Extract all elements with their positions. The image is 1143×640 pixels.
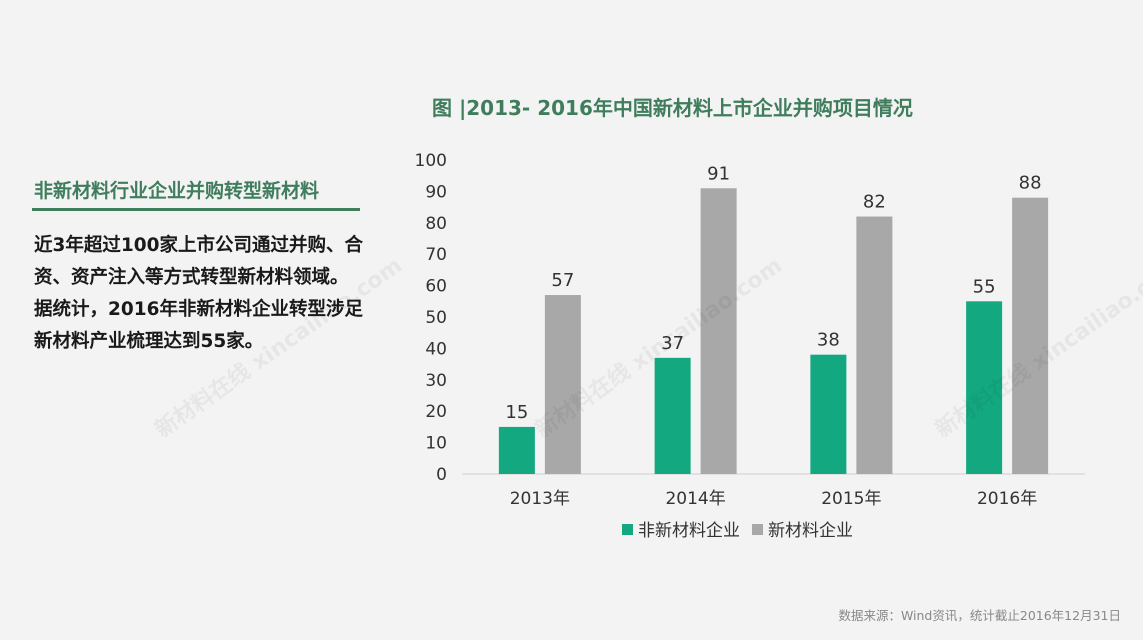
x-tick-label: 2015年 [821,489,881,509]
y-tick-label: 30 [425,371,447,391]
y-tick-label: 0 [436,465,447,485]
bar [544,295,581,474]
data-label: 88 [1019,173,1042,194]
bar [700,188,737,474]
bar [966,301,1003,474]
data-label: 82 [863,192,886,213]
y-tick-label: 10 [425,434,447,454]
y-tick-label: 20 [425,402,447,422]
legend-swatch [752,524,763,535]
y-tick-label: 90 [425,182,447,202]
y-tick-label: 50 [425,308,447,328]
y-tick-label: 40 [425,339,447,359]
data-label: 37 [661,333,684,354]
y-tick-label: 100 [415,151,447,171]
legend-swatch [622,524,633,535]
y-tick-label: 70 [425,245,447,265]
heading-divider [32,208,360,211]
legend-label: 新材料企业 [768,521,853,541]
x-tick-label: 2016年 [977,489,1037,509]
chart-title: 图 |2013- 2016年中国新材料上市企业并购项目情况 [432,96,913,120]
bar [810,354,847,474]
data-label: 15 [505,402,528,423]
bar [498,426,535,474]
x-tick-label: 2013年 [510,489,570,509]
left-body-text: 近3年超过100家上市公司通过并购、合资、资产注入等方式转型新材料领域。据统计，… [34,235,363,352]
data-label: 55 [973,276,996,297]
legend-label: 非新材料企业 [638,521,740,541]
data-label: 91 [707,163,730,184]
bar [856,216,893,474]
data-label: 57 [551,270,574,291]
data-label: 38 [817,330,840,351]
x-tick-label: 2014年 [665,489,725,509]
source-note: 数据来源：Wind资讯，统计截止2016年12月31日 [838,608,1121,623]
bar [654,357,691,474]
y-tick-label: 60 [425,277,447,297]
y-tick-label: 80 [425,214,447,234]
left-heading: 非新材料行业企业并购转型新材料 [34,180,320,202]
bar [1012,197,1049,474]
